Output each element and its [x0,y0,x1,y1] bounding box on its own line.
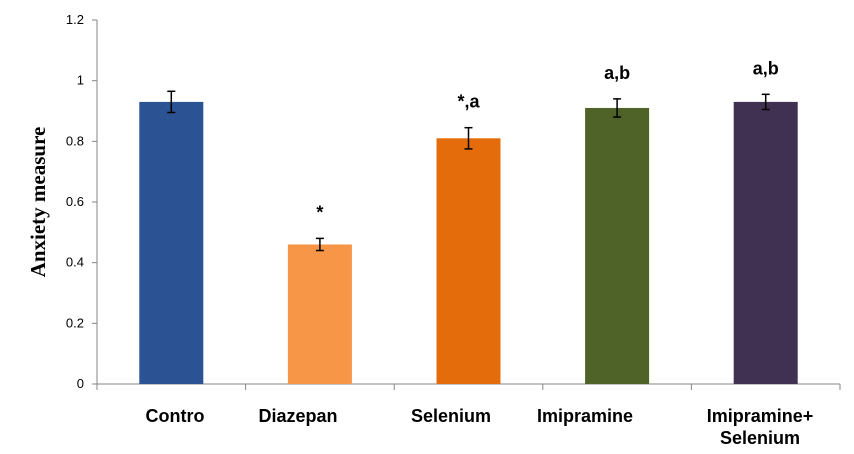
significance-label: * [316,202,323,222]
bar [139,101,204,385]
x-tick-label: Contro [146,406,205,426]
x-tick-label: Selenium [720,428,800,448]
x-tick-label: Selenium [411,406,491,426]
x-tick-label: Diazepan [258,406,337,426]
category-labels: Contro Diazepan Selenium Imipramine Imiprami… [146,406,814,448]
x-tick-label: Imipramine [537,406,633,426]
significance-label: *,a [457,92,480,112]
y-tick-label: 0.6 [66,194,84,209]
x-ticks [96,384,841,390]
bar [585,107,650,384]
bar [287,244,352,384]
y-tick-label: 0.4 [66,255,84,270]
x-axis [96,383,841,390]
bar [733,101,798,385]
x-tick-label: Imipramine+ [707,406,814,426]
y-tick-label: 1.2 [66,12,84,27]
y-axis: 0 0.2 0.4 0.6 0.8 1 1.2 [66,12,98,391]
error-bars [167,90,770,252]
significance-label: a,b [753,58,779,78]
significance-annotations: * *,a a,b a,b [316,58,778,222]
y-tick-label: 0.8 [66,133,84,148]
y-tick-label: 0 [77,376,84,391]
y-ticks: 0 0.2 0.4 0.6 0.8 1 1.2 [66,12,97,391]
bar [436,138,501,384]
bars [139,101,798,385]
y-tick-label: 1 [77,73,84,88]
significance-label: a,b [604,63,630,83]
y-axis-label: Anxiety measure [26,127,50,278]
y-tick-label: 0.2 [66,315,84,330]
